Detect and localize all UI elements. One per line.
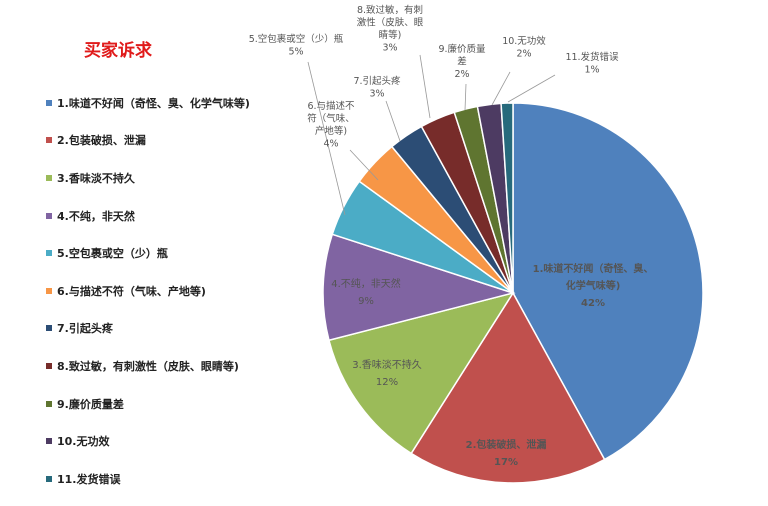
legend-label: 10.无功效	[57, 435, 110, 449]
legend-item: 1.味道不好闻（奇怪、臭、化学气味等)	[46, 84, 336, 122]
slice-label: 10.无功效 2%	[502, 35, 546, 60]
legend-item: 2.包装破损、泄漏	[46, 122, 336, 160]
leader-line	[507, 74, 556, 103]
legend-swatch	[46, 400, 52, 407]
slice-label: 5.空包裹或空（少）瓶 5%	[249, 33, 344, 58]
legend-label: 5.空包裹或空（少）瓶	[57, 247, 168, 261]
legend-label: 3.香味淡不持久	[57, 171, 135, 185]
leader-line	[419, 54, 431, 119]
slice-label: 2.包装破损、泄漏 17%	[466, 438, 547, 468]
slice-label: 4.不纯，非天然 9%	[331, 277, 401, 307]
legend-item: 11.发货错误	[46, 460, 336, 498]
chart-title: 买家诉求	[84, 41, 152, 61]
legend-swatch	[46, 438, 52, 445]
pie-slice	[322, 233, 516, 342]
legend-item: 8.致过敏，有刺激性（皮肤、眼睛等)	[46, 347, 336, 385]
pie-slice	[410, 291, 606, 484]
legend-label: 11.发货错误	[57, 472, 121, 486]
legend-item: 3.香味淡不持久	[46, 159, 336, 197]
leader-line	[385, 100, 401, 142]
legend-item: 10.无功效	[46, 422, 336, 460]
legend-label: 6.与描述不符（气味、产地等)	[57, 284, 206, 298]
leader-line	[307, 61, 346, 216]
pie-slice	[512, 102, 704, 461]
legend-label: 1.味道不好闻（奇怪、臭、化学气味等)	[57, 96, 250, 110]
legend-label: 4.不纯，非天然	[57, 209, 135, 223]
slice-label: 11.发货错误 1%	[565, 51, 619, 76]
legend-swatch	[46, 137, 52, 144]
legend-swatch	[46, 250, 52, 257]
legend-swatch	[46, 475, 52, 482]
leader-line	[491, 71, 511, 106]
legend-swatch	[46, 325, 52, 332]
legend-label: 8.致过敏，有刺激性（皮肤、眼睛等)	[57, 359, 239, 373]
legend-label: 2.包装破损、泄漏	[57, 134, 146, 148]
slice-label: 3.香味淡不持久 12%	[352, 358, 422, 388]
legend-label: 9.廉价质量差	[57, 397, 124, 411]
legend-swatch	[46, 287, 52, 294]
legend-item: 9.廉价质量差	[46, 385, 336, 423]
legend-swatch	[46, 362, 52, 369]
legend-item: 4.不纯，非天然	[46, 197, 336, 235]
slice-label: 7.引起头疼 3%	[353, 75, 401, 100]
legend-swatch	[46, 174, 52, 181]
pie-slice	[500, 102, 514, 294]
pie-slice	[328, 291, 515, 455]
legend-swatch	[46, 212, 52, 219]
leader-line	[349, 149, 379, 181]
slice-label: 9.廉价质量差 2%	[438, 43, 486, 80]
slice-label: 6.与描述不符（气味、产地等) 4%	[307, 100, 355, 150]
legend-item: 7.引起头疼	[46, 310, 336, 348]
chart-legend: 1.味道不好闻（奇怪、臭、化学气味等) 2.包装破损、泄漏 3.香味淡不持久 4.不纯…	[46, 84, 336, 498]
leader-line	[464, 83, 467, 111]
legend-item: 5.空包裹或空（少）瓶	[46, 234, 336, 272]
slice-label: 1.味道不好闻（奇怪、臭、化学气味等) 42%	[533, 262, 654, 309]
legend-swatch	[46, 99, 52, 106]
legend-item: 6.与描述不符（气味、产地等)	[46, 272, 336, 310]
slice-label: 8.致过敏，有刺激性（皮肤、眼睛等) 3%	[357, 4, 424, 54]
legend-label: 7.引起头疼	[57, 322, 113, 336]
